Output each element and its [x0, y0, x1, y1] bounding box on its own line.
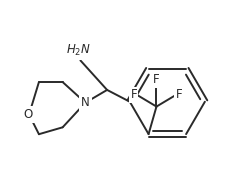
Text: F: F [175, 88, 182, 101]
Text: F: F [130, 88, 136, 101]
Text: F: F [153, 74, 159, 87]
Text: O: O [23, 108, 32, 121]
Text: $H_2N$: $H_2N$ [66, 43, 91, 58]
Text: N: N [81, 96, 89, 109]
